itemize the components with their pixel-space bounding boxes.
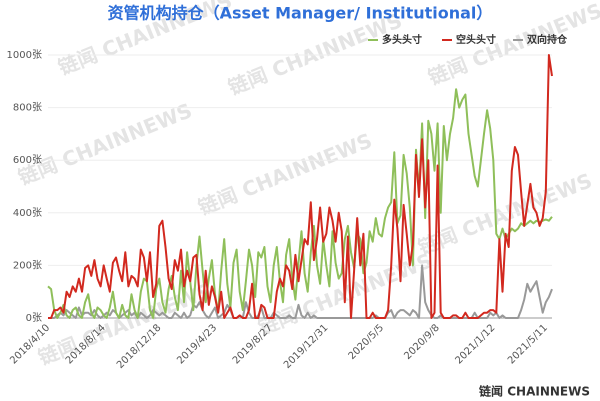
x-tick-label: 2021/5/11 bbox=[506, 322, 550, 366]
y-tick-label: 0张 bbox=[26, 312, 42, 324]
x-tick-label: 2020/9/8 bbox=[402, 322, 442, 362]
legend-label: 多头头寸 bbox=[382, 33, 422, 46]
x-tick-label: 2020/5/5 bbox=[347, 322, 387, 362]
y-tick-label: 400张 bbox=[13, 207, 42, 219]
y-tick-label: 1000张 bbox=[7, 49, 42, 61]
legend-label: 双向持仓 bbox=[527, 33, 568, 46]
x-tick-label: 2021/1/12 bbox=[453, 322, 497, 366]
watermark: 链闻 CHAINNEWS bbox=[15, 98, 195, 190]
x-tick-label: 2019/8/27 bbox=[231, 322, 275, 366]
chart-title: 资管机构持仓（Asset Manager/ Institutional） bbox=[108, 4, 493, 23]
footer-logo: 链闻 CHAINNEWS bbox=[479, 384, 590, 399]
y-tick-label: 600张 bbox=[13, 154, 42, 166]
watermark: 链闻 CHAINNEWS bbox=[195, 128, 375, 220]
line-series bbox=[48, 54, 553, 319]
x-tick-label: 2019/12/31 bbox=[282, 322, 331, 371]
line-series bbox=[47, 88, 553, 319]
x-tick-label: 2019/4/23 bbox=[175, 322, 219, 366]
y-tick-label: 200张 bbox=[13, 259, 42, 271]
y-tick-label: 800张 bbox=[13, 102, 42, 114]
legend-label: 空头头寸 bbox=[456, 33, 496, 46]
